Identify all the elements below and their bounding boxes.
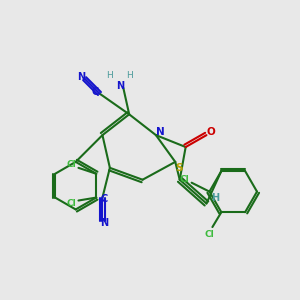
- Text: Cl: Cl: [66, 160, 76, 169]
- Text: Cl: Cl: [205, 230, 214, 239]
- Text: Cl: Cl: [66, 199, 76, 208]
- Text: H: H: [106, 71, 113, 80]
- Text: C: C: [92, 87, 99, 97]
- Text: N: N: [77, 72, 85, 82]
- Text: C: C: [100, 194, 108, 204]
- Text: N: N: [100, 218, 108, 228]
- Text: N: N: [156, 127, 165, 137]
- Text: N: N: [116, 81, 124, 91]
- Text: O: O: [207, 127, 215, 137]
- Text: S: S: [175, 163, 183, 173]
- Text: Cl: Cl: [179, 175, 189, 184]
- Text: H: H: [211, 193, 220, 202]
- Text: H: H: [126, 71, 133, 80]
